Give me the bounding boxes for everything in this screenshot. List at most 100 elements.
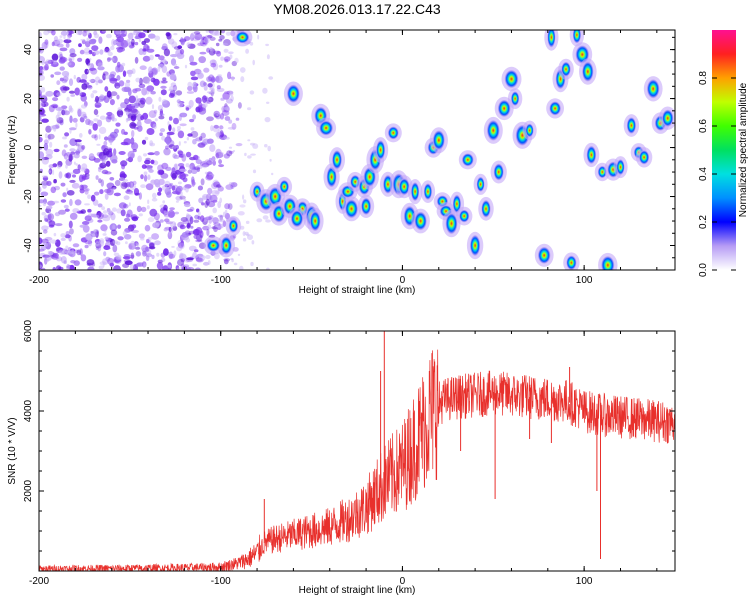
noise-blob [166,71,171,77]
noise-blob [94,134,98,141]
noise-blob [107,257,114,265]
noise-blob [134,56,139,64]
noise-blob [161,80,168,84]
noise-blob [93,109,99,116]
echo-blob [549,101,561,116]
noise-blob [209,194,213,203]
noise-blob [61,105,68,109]
noise-blob [104,171,112,175]
noise-blob [137,155,142,163]
noise-blob [51,53,59,61]
noise-blob [223,259,229,265]
echo-blob [376,140,386,160]
noise-haze [240,67,246,73]
noise-blob [173,117,179,125]
noise-haze [125,117,129,123]
noise-blob [181,231,189,238]
noise-blob [191,179,196,187]
noise-haze [130,32,135,36]
noise-blob [220,97,225,101]
noise-blob [123,195,130,200]
noise-haze [249,90,255,95]
x-tick-label: 100 [576,576,593,587]
noise-haze [99,115,106,120]
noise-blob [53,252,59,259]
noise-blob [209,36,216,41]
noise-blob [198,197,204,204]
noise-blob [160,89,167,96]
noise-haze [210,30,214,35]
echo-blob [493,163,504,181]
noise-haze [92,70,97,74]
noise-haze [98,265,104,270]
noise-blob [107,134,115,143]
noise-haze [137,111,141,114]
noise-haze [176,129,181,132]
noise-blob [83,82,90,86]
noise-blob [117,224,122,229]
echo-blob [410,182,420,202]
noise-haze [88,213,93,216]
noise-blob [88,50,93,55]
x-tick-label: 0 [400,576,406,587]
noise-blob [153,78,160,86]
y-tick-label: 6000 [23,319,34,342]
noise-blob [159,132,163,136]
noise-blob [189,55,194,63]
colorbar-tick-label: 0.2 [698,215,709,229]
noise-haze [119,177,125,180]
colorbar-tick-label: 0.0 [698,263,709,277]
noise-blob [118,80,125,87]
noise-haze [66,187,69,192]
noise-blob [113,192,121,197]
noise-blob [103,140,108,146]
snr-ylabel: SNR (10 * V/V) [7,417,18,484]
noise-haze [172,63,178,67]
noise-blob [81,73,88,81]
noise-blob [39,101,45,109]
colorbar: 0.0 0.2 0.4 0.6 0.8 Normalized spectral ampl… [698,30,749,277]
noise-haze [249,41,254,46]
noise-blob [72,243,80,248]
noise-haze [186,42,191,48]
noise-haze [86,173,90,178]
echo-blob [387,126,399,140]
noise-haze [80,38,86,41]
noise-haze [246,233,250,237]
noise-blob [224,90,230,95]
noise-blob [62,192,67,198]
noise-haze [121,62,126,67]
noise-blob [177,163,185,167]
noise-blob [40,101,49,107]
noise-blob [184,203,191,208]
noise-haze [46,258,50,262]
noise-blob [230,182,235,190]
x-tick-label: -100 [211,275,231,286]
noise-blob [150,179,157,184]
noise-blob [43,139,49,145]
noise-blob [82,30,88,37]
noise-haze [207,224,212,230]
noise-blob [68,220,73,229]
noise-blob [76,249,82,256]
noise-blob [197,42,205,47]
noise-blob [95,95,99,103]
noise-blob [72,168,81,175]
noise-haze [107,51,113,57]
noise-blob [83,51,91,55]
noise-blob [146,45,150,51]
noise-blob [39,69,44,77]
noise-blob [103,48,111,53]
noise-haze [92,90,98,94]
noise-blob [147,77,154,81]
noise-blob [204,159,212,166]
noise-blob [206,228,210,236]
noise-blob [127,88,132,96]
echo-blob [309,210,321,232]
noise-haze [41,211,46,216]
noise-haze [104,74,110,80]
noise-haze [207,260,211,265]
noise-haze [173,222,177,227]
noise-blob [44,236,53,241]
noise-blob [151,67,158,76]
